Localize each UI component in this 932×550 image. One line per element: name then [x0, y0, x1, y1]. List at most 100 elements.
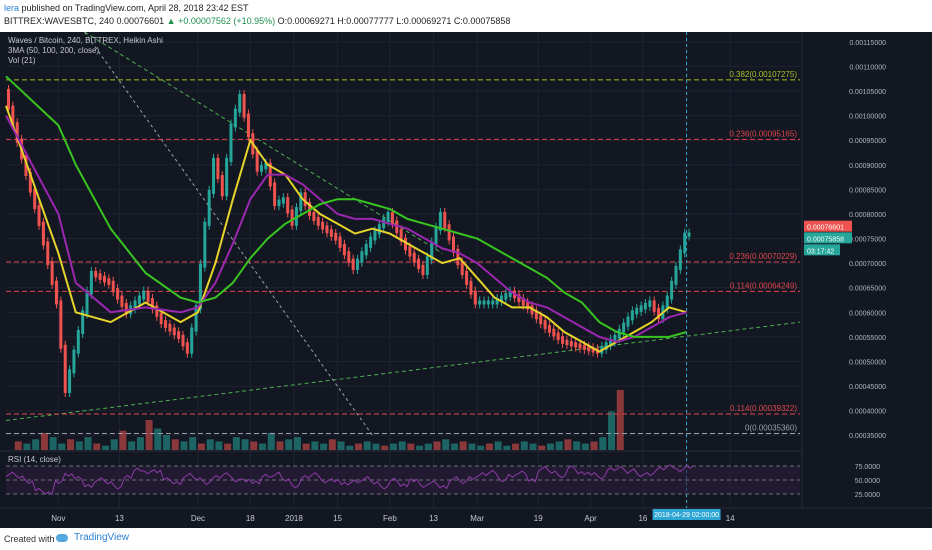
volume-bar [320, 443, 328, 450]
candle-body [617, 328, 621, 339]
candle-body [33, 188, 37, 210]
volume-bar [75, 441, 83, 450]
candle-body [76, 329, 80, 354]
candle-body [50, 261, 54, 285]
candle-body [334, 232, 338, 241]
price-tick: 0.00035000 [849, 433, 886, 440]
candle-body [674, 266, 678, 285]
candle-body [194, 305, 198, 332]
volume-bar [529, 443, 537, 450]
candle-body [351, 258, 355, 271]
volume-bar [555, 441, 563, 450]
volume-bar [346, 445, 354, 450]
candle-body [286, 197, 290, 214]
candle-body [325, 225, 329, 234]
fib-level-label: 0.236(0.00095165) [729, 129, 797, 138]
volume-bar [93, 443, 101, 450]
candle-body [11, 105, 15, 127]
candle-body [198, 263, 202, 310]
countdown-tag [804, 244, 840, 256]
candle-body [447, 224, 451, 241]
candle-body [181, 334, 185, 347]
price-tick: 0.00050000 [849, 359, 886, 366]
tradingview-brand-link[interactable]: TradingView [74, 532, 130, 543]
candle-body [102, 275, 106, 283]
candle-body [41, 221, 45, 246]
volume-bar [224, 443, 232, 450]
candle-body [246, 113, 250, 138]
volume-bar [608, 411, 616, 450]
candle-body [168, 323, 172, 332]
candle-body [255, 150, 259, 172]
candle-body [543, 320, 547, 330]
fib-level-label: 0(0.00035360) [745, 423, 797, 432]
candle-body [382, 218, 386, 229]
countdown-label: 03:17:42 [807, 248, 834, 255]
candle-body [404, 237, 407, 251]
candle-body [438, 211, 442, 231]
time-tick: 19 [534, 514, 543, 523]
candle-body [164, 320, 168, 328]
ma-line-2 [5, 115, 687, 343]
candle-body [137, 295, 141, 305]
volume-bar [538, 445, 546, 450]
author-link[interactable]: lera [4, 3, 20, 13]
volume-bar [58, 443, 66, 450]
volume-bar [485, 443, 493, 450]
candle-body [146, 290, 150, 303]
symbol-label: BITTREX:WAVESBTC, 240 [4, 16, 115, 26]
candle-body [421, 264, 425, 275]
rsi-tick: 25.0000 [855, 492, 880, 499]
price-tick: 0.00085000 [849, 187, 886, 194]
legend-vol: Vol (21) [8, 56, 36, 65]
candle-body [133, 300, 137, 310]
candle-body [504, 293, 508, 300]
volume-bar [101, 445, 109, 450]
price-tick: 0.00040000 [849, 409, 886, 416]
volume-bar [581, 443, 589, 450]
rsi-legend: RSI (14, close) [8, 455, 61, 464]
price-tick: 0.00080000 [849, 212, 886, 219]
candle-body [238, 93, 242, 113]
candle-body [94, 270, 98, 278]
candle-body [185, 342, 189, 354]
chart-legend: Waves / Bitcoin, 240, BITTREX, Heikin As… [8, 36, 163, 66]
volume-bar [477, 445, 485, 450]
created-with-text: Created with [4, 534, 55, 544]
chart-area[interactable]: 0.382(0.00107275) 0.236(0.00095165) 0.236(… [0, 32, 932, 528]
candle-body [482, 300, 486, 305]
price-tick: 0.00110000 [850, 64, 887, 71]
candle-body [24, 155, 28, 176]
candle-body [98, 273, 102, 280]
candle-body [534, 310, 538, 320]
time-tick: Mar [470, 514, 484, 523]
candle-body [578, 343, 582, 349]
volume-bar [163, 435, 171, 450]
candle-body [290, 209, 294, 226]
price-chart[interactable]: 0.382(0.00107275) 0.236(0.00095165) 0.236(… [0, 32, 932, 528]
volume-bar [84, 437, 92, 450]
volume-bar [573, 441, 581, 450]
price-tag [804, 232, 852, 244]
volume-bar [206, 439, 214, 450]
volume-bar [311, 441, 319, 450]
time-tick: 2018 [285, 514, 303, 523]
fib-level-label: 0.236(0.00070229) [729, 252, 797, 261]
candle-body [59, 300, 63, 349]
candle-body [652, 300, 656, 312]
ascending-trendline [5, 321, 801, 421]
candle-body [172, 327, 176, 336]
candle-body [561, 336, 565, 344]
candle-body [316, 216, 320, 226]
publish-header: lera published on TradingView.com, April… [0, 0, 932, 32]
candle-body [273, 182, 277, 207]
candle-body [37, 205, 41, 226]
candle-body [264, 162, 268, 170]
candle-body [107, 278, 111, 285]
candle-body [569, 341, 573, 347]
volume-bar [363, 441, 371, 450]
candle-body [342, 243, 346, 256]
candle-body [120, 295, 124, 307]
volume-bar [564, 439, 572, 450]
volume-bar [433, 441, 441, 450]
